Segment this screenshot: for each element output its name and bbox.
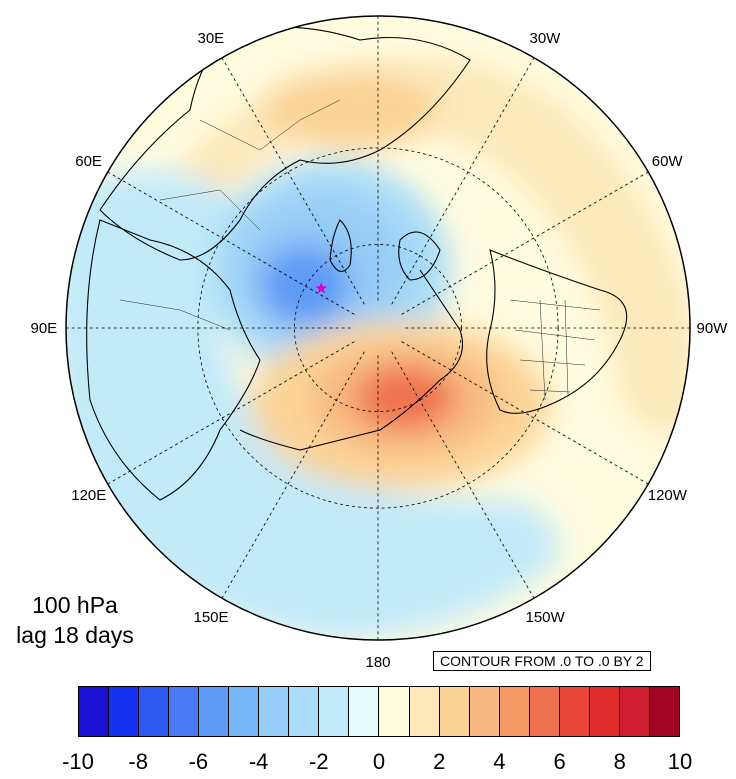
anomaly-field: [66, 57, 690, 640]
colorbar-tick-label: -10: [62, 749, 94, 774]
longitude-label: 90W: [696, 319, 728, 337]
longitude-label: 30W: [529, 30, 561, 48]
longitude-label: 120W: [647, 486, 687, 504]
colorbar-box: [229, 687, 260, 736]
contour-note: CONTOUR FROM .0 TO .0 BY 2: [433, 651, 651, 671]
colorbar-box: [319, 687, 350, 736]
colorbar-box: [559, 687, 590, 736]
plot-title: 100 hPa lag 18 days: [0, 590, 150, 650]
positive-anomaly-north: [180, 57, 690, 436]
longitude-label: 60E: [75, 152, 102, 170]
colorbar-tick-label: -2: [309, 749, 329, 774]
colorbar-box: [139, 687, 170, 736]
colorbar-box: [109, 687, 140, 736]
lag-label: lag 18 days: [16, 622, 134, 648]
longitude-label: 120E: [71, 486, 107, 504]
colorbar-box: [169, 687, 200, 736]
location-marker: [315, 282, 327, 294]
longitude-label: 90E: [30, 319, 58, 337]
colorbar-tick-label: -6: [188, 749, 209, 774]
colorbar-tick-label: 0: [372, 749, 386, 774]
colorbar-box: [379, 687, 410, 736]
level-label: 100 hPa: [32, 592, 118, 618]
colorbar-tick-label: -8: [128, 749, 148, 774]
colorbar-box: [619, 687, 650, 736]
colorbar-tick-label: 4: [493, 749, 506, 774]
colorbar-box: [589, 687, 620, 736]
negative-anomaly-ring: [66, 170, 560, 640]
colorbar-box: [349, 687, 380, 736]
borders: [119, 99, 601, 401]
colorbar-box: [499, 687, 530, 736]
colorbar-tick-label: -4: [248, 749, 269, 774]
colorbar-box: [529, 687, 560, 736]
positive-anomaly-europe: [260, 70, 440, 150]
longitude-label: 150W: [525, 608, 565, 626]
graticule: [66, 16, 690, 640]
colorbar-box: [439, 687, 470, 736]
longitude-label: 30E: [197, 30, 225, 48]
colorbar: [78, 686, 680, 737]
negative-anomaly-core: [260, 245, 350, 325]
longitude-label: 180: [365, 653, 391, 671]
colorbar-box: [79, 687, 110, 736]
positive-anomaly-core: [355, 366, 455, 430]
colorbar-tick-label: 2: [433, 749, 446, 774]
colorbar-box: [469, 687, 500, 736]
colorbar-box: [199, 687, 230, 736]
longitude-label: 0: [374, 0, 382, 3]
coastlines: [86, 26, 628, 501]
colorbar-labels: -10 -8 -6 -4 -2 0 2 4 6 8 10: [62, 749, 692, 779]
longitude-label: 60W: [651, 152, 683, 170]
colorbar-tick-label: 8: [613, 749, 626, 774]
colorbar-box: [649, 687, 679, 736]
longitude-label: 150E: [193, 608, 229, 626]
colorbar-tick-label: 10: [667, 749, 693, 774]
colorbar-box: [289, 687, 320, 736]
polar-map: [65, 15, 691, 641]
colorbar-box: [259, 687, 290, 736]
map-boundary: [65, 15, 691, 641]
colorbar-box: [409, 687, 440, 736]
colorbar-tick-label: 6: [553, 749, 566, 774]
